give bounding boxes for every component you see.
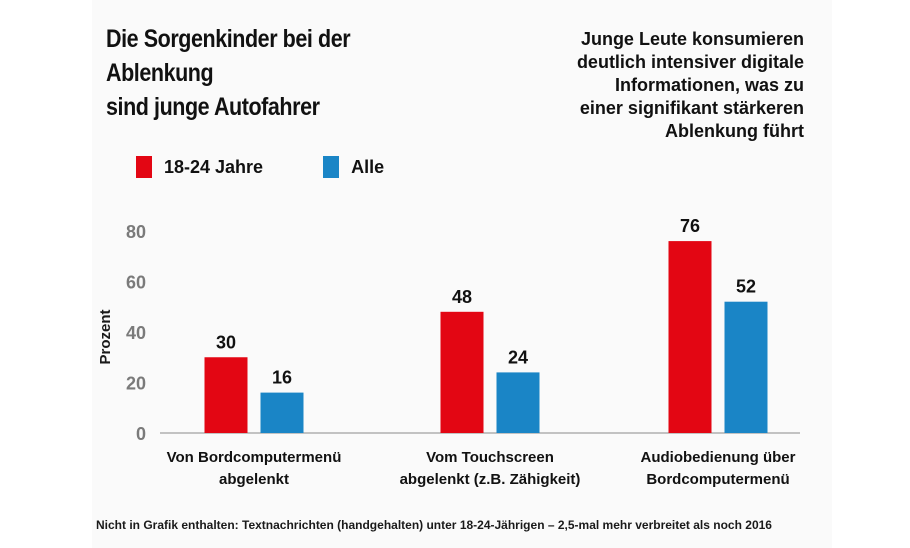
category-label-2-line-1: Audiobedienung über (641, 449, 796, 466)
legend-label-all: Alle (351, 156, 385, 177)
category-label-2-line-2: Bordcomputermenü (646, 471, 789, 488)
category-label-0-line-2: abgelenkt (219, 471, 289, 488)
y-tick-label-40: 40 (126, 323, 146, 343)
footnote: Nicht in Grafik enthalten: Textnachricht… (96, 518, 772, 532)
category-label-1-line-2: abgelenkt (z.B. Zähigkeit) (400, 471, 581, 488)
data-label-all-1: 24 (508, 347, 528, 367)
legend-label-young: 18-24 Jahre (164, 156, 264, 177)
legend: 18-24 Jahre Alle (136, 156, 384, 178)
bar-young-2 (668, 241, 712, 433)
category-label-1-line-1: Vom Touchscreen (426, 449, 554, 466)
subtitle-line-2: deutlich intensiver digitale (576, 52, 804, 72)
title-line-1: Die Sorgenkinder bei der Ablenkung (106, 25, 351, 87)
y-tick-label-60: 60 (126, 273, 146, 293)
subtitle-line-5: Ablenkung führt (665, 121, 804, 141)
chart-title: Die Sorgenkinder bei der Ablenkung sind … (106, 22, 450, 124)
bar-young-0 (204, 357, 248, 433)
bar-all-2 (724, 301, 768, 433)
subtitle-line-3: Informationen, was zu (614, 75, 804, 95)
data-label-young-2: 76 (680, 216, 700, 236)
y-axis-label: Prozent (97, 309, 114, 364)
y-tick-label-20: 20 (126, 374, 146, 394)
data-label-young-0: 30 (216, 332, 236, 352)
bar-all-0 (260, 392, 304, 433)
legend-item-all: Alle (323, 156, 384, 178)
category-label-0-line-1: Von Bordcomputermenü (167, 449, 342, 466)
data-label-all-0: 16 (272, 368, 292, 388)
legend-swatch-all (323, 156, 340, 178)
title-line-2: sind junge Autofahrer (106, 93, 320, 121)
subtitle-line-4: einer signifikant stärkeren (579, 98, 804, 118)
y-tick-label-80: 80 (126, 222, 146, 242)
legend-item-young: 18-24 Jahre (136, 156, 263, 178)
legend-swatch-young (136, 156, 152, 178)
y-tick-label-0: 0 (136, 424, 146, 444)
bar-all-1 (496, 372, 540, 433)
data-label-all-2: 52 (736, 277, 756, 297)
chart-subtitle: Junge Leute konsumieren deutlich intensi… (534, 28, 804, 143)
subtitle-line-1: Junge Leute konsumieren (580, 29, 804, 49)
bar-young-1 (440, 311, 484, 433)
data-label-young-1: 48 (452, 287, 472, 307)
